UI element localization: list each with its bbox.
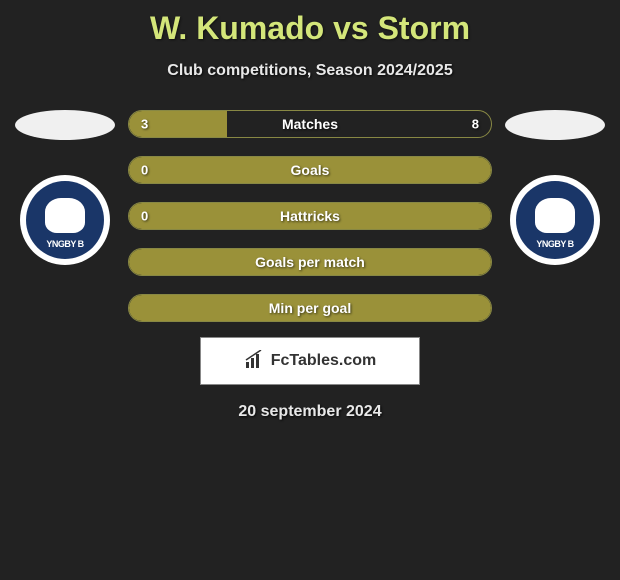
left-club-logo-inner: YNGBY B [26, 181, 104, 259]
helmet-icon [535, 198, 575, 233]
stat-value-left: 0 [141, 209, 148, 224]
right-club-logo-inner: YNGBY B [516, 181, 594, 259]
page-subtitle: Club competitions, Season 2024/2025 [0, 62, 620, 80]
comparison-area: YNGBY B 3 Matches 8 0 Goals 0 Hattricks Goals p… [0, 110, 620, 322]
stat-bar-matches: 3 Matches 8 [128, 110, 492, 138]
stat-label: Goals [291, 162, 330, 178]
stat-bar-goals-per-match: Goals per match [128, 248, 492, 276]
source-banner[interactable]: FcTables.com [200, 337, 420, 385]
right-club-logo: YNGBY B [510, 175, 600, 265]
stats-bars: 3 Matches 8 0 Goals 0 Hattricks Goals per match… [120, 110, 500, 322]
helmet-icon [45, 198, 85, 233]
stat-label: Min per goal [269, 300, 351, 316]
stat-bar-hattricks: 0 Hattricks [128, 202, 492, 230]
left-player-avatar [15, 110, 115, 140]
left-club-text: YNGBY B [46, 239, 83, 249]
page-title: W. Kumado vs Storm [0, 0, 620, 47]
stat-value-right: 8 [472, 117, 479, 132]
date-text: 20 september 2024 [0, 403, 620, 421]
left-club-logo: YNGBY B [20, 175, 110, 265]
stat-value-left: 3 [141, 117, 148, 132]
stat-value-left: 0 [141, 163, 148, 178]
stat-bar-min-per-goal: Min per goal [128, 294, 492, 322]
right-player-avatar [505, 110, 605, 140]
right-player-col: YNGBY B [500, 110, 610, 322]
banner-text: FcTables.com [271, 352, 377, 370]
chart-icon [244, 350, 266, 373]
stat-label: Matches [282, 116, 338, 132]
stat-bar-goals: 0 Goals [128, 156, 492, 184]
stat-label: Hattricks [280, 208, 340, 224]
right-club-text: YNGBY B [536, 239, 573, 249]
left-player-col: YNGBY B [10, 110, 120, 322]
stat-label: Goals per match [255, 254, 365, 270]
